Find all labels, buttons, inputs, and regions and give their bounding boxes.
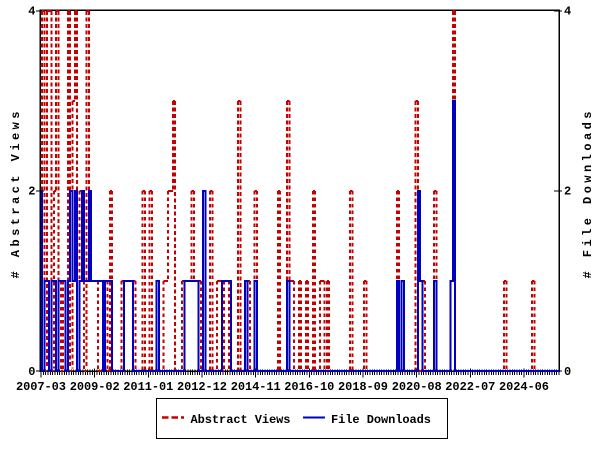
svg-text:4: 4: [564, 5, 571, 19]
svg-text:2009-02: 2009-02: [70, 380, 120, 394]
svg-text:2014-11: 2014-11: [231, 380, 281, 394]
svg-text:2022-07: 2022-07: [445, 380, 495, 394]
svg-text:2020-08: 2020-08: [392, 380, 442, 394]
svg-text:Abstract Views: Abstract Views: [191, 413, 291, 427]
svg-text:2: 2: [564, 185, 571, 199]
svg-text:2: 2: [28, 185, 35, 199]
svg-text:2018-09: 2018-09: [338, 380, 388, 394]
svg-text:0: 0: [28, 365, 35, 379]
svg-text:2011-01: 2011-01: [123, 380, 173, 394]
svg-text:4: 4: [28, 5, 35, 19]
svg-text:0: 0: [564, 365, 571, 379]
svg-text:2024-06: 2024-06: [499, 380, 549, 394]
svg-text:File Downloads: File Downloads: [331, 413, 431, 427]
svg-text:2016-10: 2016-10: [284, 380, 334, 394]
svg-text:2012-12: 2012-12: [177, 380, 227, 394]
svg-text:2007-03: 2007-03: [16, 380, 66, 394]
